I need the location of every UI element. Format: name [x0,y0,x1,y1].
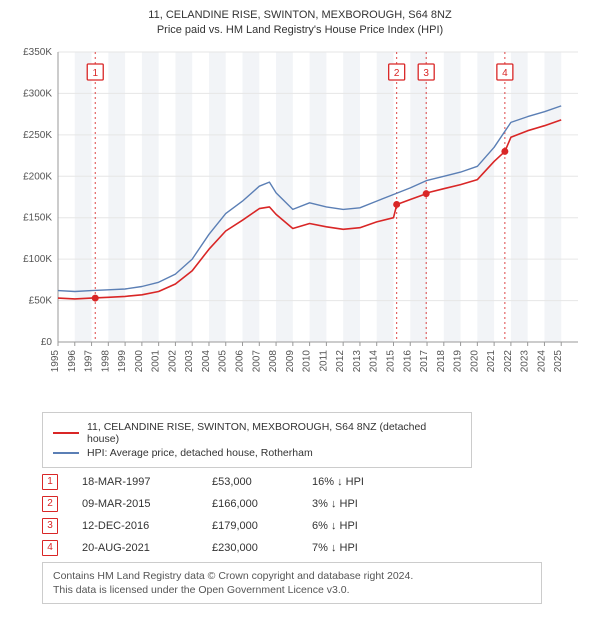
legend: 11, CELANDINE RISE, SWINTON, MEXBOROUGH,… [42,412,472,468]
legend-label: HPI: Average price, detached house, Roth… [87,447,313,459]
event-row: 3 12-DEC-2016 £179,000 6% ↓ HPI [42,518,588,534]
legend-item-hpi: HPI: Average price, detached house, Roth… [53,447,461,459]
svg-text:2005: 2005 [218,349,229,372]
event-marker: 1 [42,474,58,490]
svg-text:£350K: £350K [23,47,52,58]
svg-text:£200K: £200K [23,171,52,182]
svg-text:1: 1 [92,68,98,79]
event-diff: 16% ↓ HPI [312,476,412,488]
svg-text:3: 3 [423,68,429,79]
event-row: 4 20-AUG-2021 £230,000 7% ↓ HPI [42,540,588,556]
svg-text:2010: 2010 [302,349,313,372]
svg-text:2003: 2003 [184,349,195,372]
event-row: 1 18-MAR-1997 £53,000 16% ↓ HPI [42,474,588,490]
event-row: 2 09-MAR-2015 £166,000 3% ↓ HPI [42,496,588,512]
svg-text:2022: 2022 [503,349,514,372]
event-price: £230,000 [212,542,312,554]
svg-text:2024: 2024 [536,349,547,372]
svg-text:2018: 2018 [436,349,447,372]
svg-text:2008: 2008 [268,349,279,372]
footer-line1: Contains HM Land Registry data © Crown c… [53,569,531,583]
svg-text:£250K: £250K [23,130,52,141]
svg-text:2001: 2001 [151,349,162,372]
footer-line2: This data is licensed under the Open Gov… [53,583,531,597]
footer: Contains HM Land Registry data © Crown c… [42,562,542,604]
event-date: 09-MAR-2015 [82,498,212,510]
event-price: £166,000 [212,498,312,510]
legend-label: 11, CELANDINE RISE, SWINTON, MEXBOROUGH,… [87,421,461,445]
svg-text:£50K: £50K [29,295,53,306]
legend-swatch [53,452,79,454]
svg-text:2016: 2016 [402,349,413,372]
svg-text:2014: 2014 [369,349,380,372]
chart-container: 11, CELANDINE RISE, SWINTON, MEXBOROUGH,… [0,0,600,608]
svg-text:£150K: £150K [23,212,52,223]
svg-text:2012: 2012 [335,349,346,372]
event-date: 20-AUG-2021 [82,542,212,554]
event-diff: 7% ↓ HPI [312,542,412,554]
events-table: 1 18-MAR-1997 £53,000 16% ↓ HPI 2 09-MAR… [42,474,588,556]
event-price: £179,000 [212,520,312,532]
title-line2: Price paid vs. HM Land Registry's House … [12,23,588,38]
svg-text:1995: 1995 [50,349,61,372]
event-price: £53,000 [212,476,312,488]
svg-text:2023: 2023 [520,349,531,372]
svg-text:4: 4 [502,68,508,79]
svg-text:2020: 2020 [469,349,480,372]
svg-text:£300K: £300K [23,88,52,99]
chart-svg: £0 £50K £100K £150K £200K £250K £300K £350K 1 2 3 4… [12,44,588,404]
svg-text:2007: 2007 [251,349,262,372]
title-line1: 11, CELANDINE RISE, SWINTON, MEXBOROUGH,… [12,8,588,23]
event-date: 18-MAR-1997 [82,476,212,488]
svg-text:2025: 2025 [553,349,564,372]
svg-text:1999: 1999 [117,349,128,372]
svg-text:2009: 2009 [285,349,296,372]
svg-text:2006: 2006 [235,349,246,372]
svg-text:£100K: £100K [23,254,52,265]
event-diff: 3% ↓ HPI [312,498,412,510]
svg-text:2002: 2002 [167,349,178,372]
svg-text:2021: 2021 [486,349,497,372]
svg-text:2015: 2015 [385,349,396,372]
svg-text:2017: 2017 [419,349,430,372]
legend-item-price-paid: 11, CELANDINE RISE, SWINTON, MEXBOROUGH,… [53,421,461,445]
legend-swatch [53,432,79,434]
chart: £0 £50K £100K £150K £200K £250K £300K £350K 1 2 3 4… [12,44,588,404]
svg-text:1997: 1997 [84,349,95,372]
svg-text:£0: £0 [41,337,53,348]
svg-text:2011: 2011 [318,349,329,371]
svg-text:2019: 2019 [453,349,464,372]
svg-text:2004: 2004 [201,349,212,372]
svg-text:2000: 2000 [134,349,145,372]
event-marker: 2 [42,496,58,512]
event-marker: 3 [42,518,58,534]
svg-text:2013: 2013 [352,349,363,372]
svg-text:1998: 1998 [100,349,111,372]
title-block: 11, CELANDINE RISE, SWINTON, MEXBOROUGH,… [12,8,588,38]
event-date: 12-DEC-2016 [82,520,212,532]
svg-text:1996: 1996 [67,349,78,372]
event-diff: 6% ↓ HPI [312,520,412,532]
event-marker: 4 [42,540,58,556]
svg-text:2: 2 [394,68,400,79]
